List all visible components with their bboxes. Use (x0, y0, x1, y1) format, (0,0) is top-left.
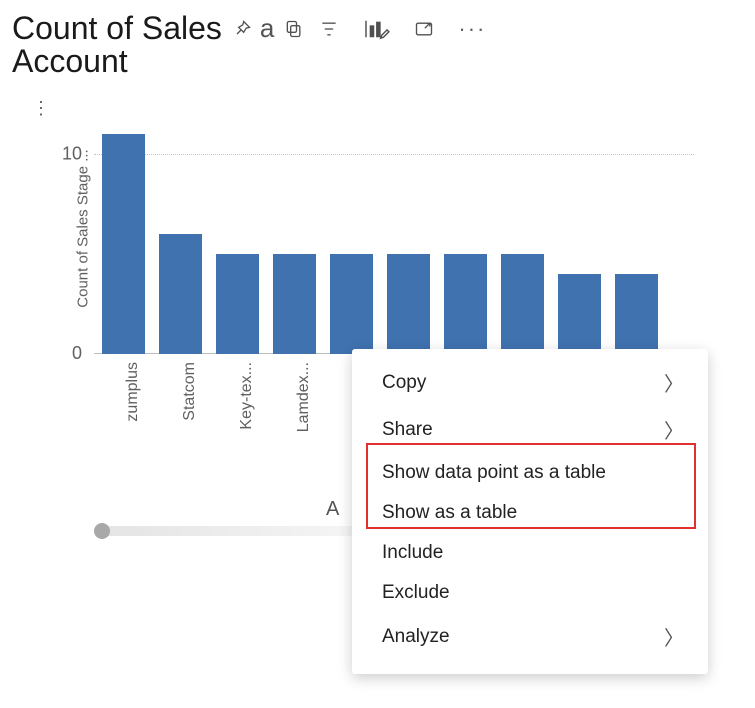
chevron-right-icon: 〉 (664, 368, 684, 397)
bar[interactable] (159, 234, 202, 354)
context-menu-item[interactable]: Exclude (352, 573, 708, 613)
chart-scrollbar[interactable] (98, 526, 358, 536)
visual-title-line2: Account (12, 43, 743, 80)
context-menu: Copy 〉 Share 〉 Show data point as a table Sho… (352, 349, 708, 674)
x-tick-label: Lamdex... (273, 362, 316, 482)
filter-icon[interactable] (318, 19, 340, 39)
chevron-right-icon: 〉 (664, 415, 684, 444)
context-menu-item-label: Show as a table (382, 502, 517, 524)
bar[interactable] (102, 134, 145, 354)
bar[interactable] (615, 274, 658, 354)
context-menu-item[interactable]: Copy 〉 (352, 359, 708, 406)
x-tick-label: zumplus (102, 362, 145, 482)
context-menu-item-label: Copy (382, 372, 426, 394)
x-tick-label: Key-tex... (216, 362, 259, 482)
context-menu-item-label: Share (382, 419, 433, 441)
bar[interactable] (273, 254, 316, 354)
personalize-visual-icon[interactable] (364, 18, 390, 40)
visual-title-line1: Count of Sales (12, 10, 222, 47)
context-menu-item-label: Analyze (382, 626, 450, 648)
pin-icon[interactable] (232, 19, 252, 39)
y-tick-zero: 0 (72, 343, 82, 364)
bar[interactable] (501, 254, 544, 354)
copy-icon[interactable] (284, 19, 304, 39)
context-menu-item[interactable]: Show data point as a table (352, 453, 708, 493)
bar[interactable] (558, 274, 601, 354)
bar[interactable] (330, 254, 373, 354)
context-menu-item-label: Include (382, 542, 443, 564)
context-menu-item[interactable]: Analyze 〉 (352, 613, 708, 660)
bar[interactable] (216, 254, 259, 354)
context-menu-item[interactable]: Share 〉 (352, 406, 708, 453)
chevron-right-icon: 〉 (664, 622, 684, 651)
plot-area: 10 0 (94, 114, 694, 354)
context-menu-item[interactable]: Show as a table (352, 493, 708, 533)
title-truncated-char: a (260, 13, 274, 44)
x-tick-label: Statcom (159, 362, 202, 482)
context-menu-item[interactable]: Include (352, 533, 708, 573)
context-menu-item-label: Show data point as a table (382, 462, 606, 484)
y-tick-label: 10 (62, 144, 82, 165)
context-menu-item-label: Exclude (382, 582, 450, 604)
bar[interactable] (444, 254, 487, 354)
bar[interactable] (387, 254, 430, 354)
y-axis-more-icon[interactable]: ⋮ (32, 104, 50, 112)
focus-mode-icon[interactable] (414, 19, 434, 39)
x-axis-title-fragment: A (326, 498, 339, 521)
more-options-icon[interactable]: ··· (458, 16, 486, 42)
scrollbar-thumb[interactable] (94, 523, 110, 539)
